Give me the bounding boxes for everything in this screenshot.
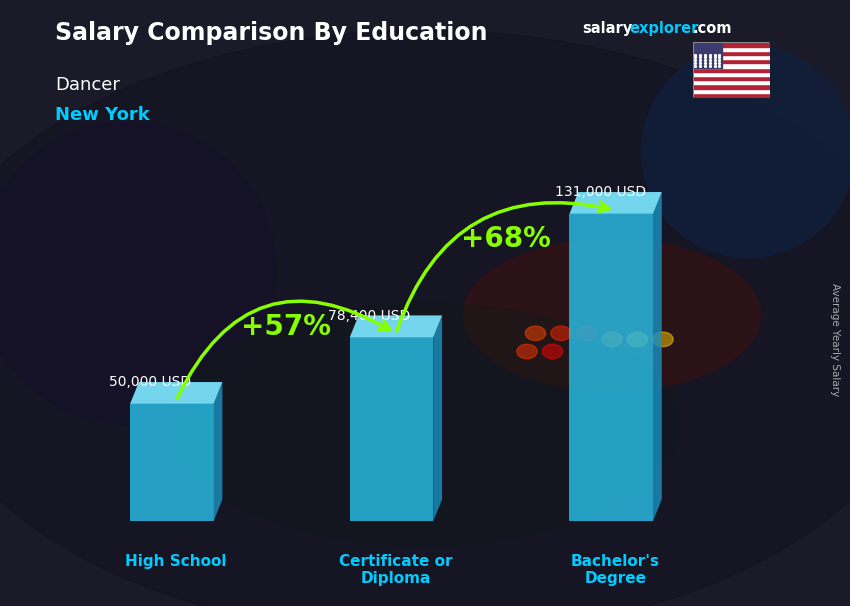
Text: High School: High School [126,554,227,569]
Text: Certificate or
Diploma: Certificate or Diploma [339,554,453,586]
Polygon shape [653,192,662,521]
Circle shape [576,326,597,341]
Text: .com: .com [693,21,732,36]
FancyBboxPatch shape [570,214,653,521]
Ellipse shape [0,30,850,606]
Circle shape [517,344,537,359]
Text: explorer: explorer [629,21,699,36]
Text: +57%: +57% [241,313,331,341]
Ellipse shape [170,303,680,545]
Text: Average Yearly Salary: Average Yearly Salary [830,283,840,396]
Text: 50,000 USD: 50,000 USD [109,375,191,389]
Circle shape [525,326,546,341]
Polygon shape [130,382,223,404]
Circle shape [653,332,673,347]
Text: salary: salary [582,21,632,36]
Ellipse shape [0,121,276,424]
Text: +68%: +68% [461,225,551,253]
Polygon shape [434,316,442,521]
Ellipse shape [463,239,761,391]
Polygon shape [350,316,442,338]
Text: 78,400 USD: 78,400 USD [328,308,411,323]
FancyBboxPatch shape [130,404,213,521]
Text: Dancer: Dancer [55,76,120,94]
Circle shape [602,332,622,347]
Text: 131,000 USD: 131,000 USD [555,185,646,199]
FancyBboxPatch shape [350,338,434,521]
Circle shape [542,344,563,359]
Ellipse shape [642,45,850,258]
Polygon shape [570,192,662,214]
Text: Bachelor's
Degree: Bachelor's Degree [571,554,660,586]
Text: New York: New York [55,106,150,124]
Polygon shape [213,382,223,521]
Circle shape [551,326,571,341]
Text: Salary Comparison By Education: Salary Comparison By Education [55,21,488,45]
Circle shape [627,332,648,347]
